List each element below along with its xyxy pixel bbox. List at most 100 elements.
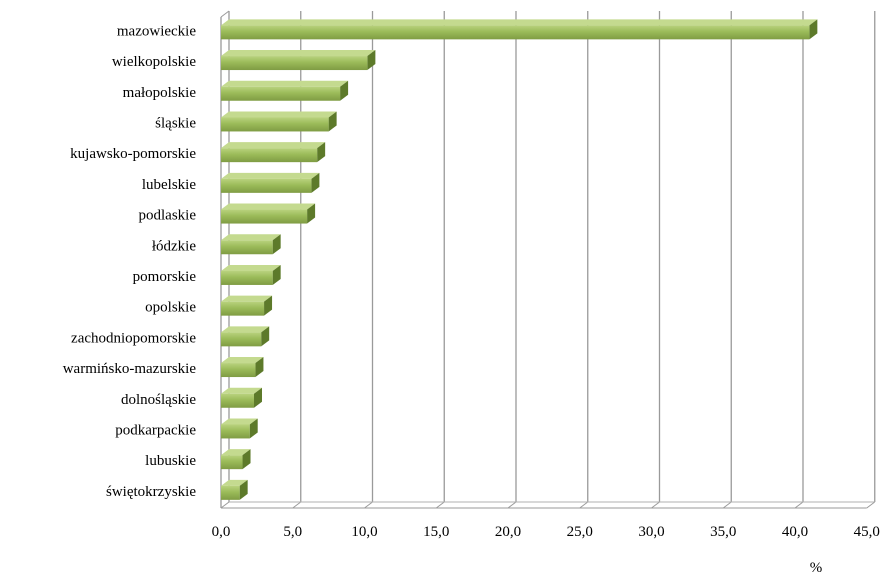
bar-małopolskie [221, 80, 349, 101]
bar-end-face [239, 479, 248, 500]
bar-top-face [221, 387, 263, 394]
bar-top-face [221, 418, 258, 425]
x-tick-label: 25,0 [567, 524, 593, 540]
bar-zachodniopomorskie [221, 326, 270, 347]
bar-end-face [367, 50, 376, 71]
bar-end-face [340, 80, 349, 101]
side-wall-top [220, 10, 230, 18]
bar-łódzkie [221, 234, 281, 255]
floor-gridline [220, 501, 230, 509]
bar-end-face [307, 203, 316, 224]
bar-front-face [221, 485, 240, 500]
category-label-pomorskie: pomorskie [133, 269, 197, 285]
bar-top-face [221, 80, 349, 87]
bar-front-face [221, 56, 368, 71]
bar-end-face [249, 418, 258, 439]
bar-top-face [221, 203, 316, 210]
bar-end-face [272, 234, 281, 255]
bar-end-face [328, 111, 337, 132]
bar-top-face [221, 479, 248, 486]
floor-gridline [364, 501, 373, 509]
bar-front-face [221, 86, 341, 101]
category-label-podkarpackie: podkarpackie [115, 422, 196, 438]
floor-gridline [435, 501, 445, 509]
floor-gridline [722, 501, 732, 509]
x-tick-label: 5,0 [283, 524, 302, 540]
bar-top-face [221, 234, 281, 241]
bar-front-face [221, 301, 265, 316]
bar-end-face [242, 449, 251, 470]
floor-gridline [651, 501, 660, 509]
x-tick-label: 35,0 [710, 524, 736, 540]
bar-warmińsko-mazurskie [221, 357, 264, 378]
bar-front-face [221, 393, 255, 408]
category-label-dolnośląskie: dolnośląskie [121, 392, 196, 408]
bar-front-face [221, 424, 250, 439]
floor-gridline [507, 501, 517, 509]
bar-pomorskie [221, 264, 281, 285]
bar-opolskie [221, 295, 273, 316]
category-label-świętokrzyskie: świętokrzyskie [106, 484, 196, 500]
category-label-łódzkie: łódzkie [152, 238, 196, 254]
bars [221, 19, 818, 500]
bar-lubelskie [221, 172, 320, 193]
x-tick-labels: 0,0 5,0 10,0 15,0 20,0 25,0 30,0 35,0 40,0 45,0 [212, 524, 880, 540]
bar-front-face [221, 117, 329, 132]
bar-top-face [221, 50, 376, 57]
x-tick-label: 30,0 [638, 524, 664, 540]
bar-end-face [311, 172, 320, 193]
bar-top-face [221, 142, 326, 149]
bar-front-face [221, 455, 243, 470]
floor-gridline [292, 501, 302, 509]
bar-lubuskie [221, 449, 251, 470]
category-label-wielkopolskie: wielkopolskie [112, 54, 196, 70]
bar-świętokrzyskie [221, 479, 248, 500]
category-label-mazowieckie: mazowieckie [117, 23, 196, 39]
bar-podkarpackie [221, 418, 258, 439]
x-tick-label: 15,0 [423, 524, 449, 540]
bar-top-face [221, 19, 818, 26]
bar-end-face [272, 264, 281, 285]
x-tick-label: 40,0 [782, 524, 808, 540]
category-label-kujawsko-pomorskie: kujawsko-pomorskie [70, 146, 196, 162]
bar-top-face [221, 295, 273, 302]
bar-top-face [221, 172, 320, 179]
bar-end-face [255, 357, 264, 378]
bar-front-face [221, 240, 273, 255]
floor-gridline [794, 501, 804, 509]
category-label-lubuskie: lubuskie [145, 453, 196, 469]
bar-kujawsko-pomorskie [221, 142, 326, 163]
bar-dolnośląskie [221, 387, 263, 408]
bar-front-face [221, 270, 273, 285]
bar-front-face [221, 209, 308, 224]
category-label-małopolskie: małopolskie [123, 85, 197, 101]
bar-end-face [261, 326, 270, 347]
bar-wielkopolskie [221, 50, 376, 71]
bar-front-face [221, 148, 318, 163]
bar-top-face [221, 449, 251, 456]
bar-mazowieckie [221, 19, 818, 40]
bar-front-face [221, 178, 312, 193]
bar-top-face [221, 264, 281, 271]
category-label-zachodniopomorskie: zachodniopomorskie [71, 330, 196, 346]
category-label-lubelskie: lubelskie [142, 177, 196, 193]
bar-end-face [264, 295, 273, 316]
bar-end-face [809, 19, 818, 40]
category-labels: mazowieckie wielkopolskie małopolskie śląsk… [63, 23, 197, 500]
bar-śląskie [221, 111, 337, 132]
bar-top-face [221, 357, 264, 364]
x-tick-label: 20,0 [495, 524, 521, 540]
bar-front-face [221, 332, 262, 347]
bar-front-face [221, 25, 810, 40]
bar-end-face [317, 142, 326, 163]
category-label-śląskie: śląskie [155, 115, 196, 131]
x-axis-unit-label: % [810, 560, 823, 576]
bar-top-face [221, 326, 270, 333]
category-label-podlaskie: podlaskie [139, 208, 197, 224]
x-tick-label: 10,0 [351, 524, 377, 540]
floor-gridline [866, 501, 876, 509]
bar-end-face [254, 387, 263, 408]
category-label-opolskie: opolskie [145, 300, 196, 316]
bar-top-face [221, 111, 337, 118]
